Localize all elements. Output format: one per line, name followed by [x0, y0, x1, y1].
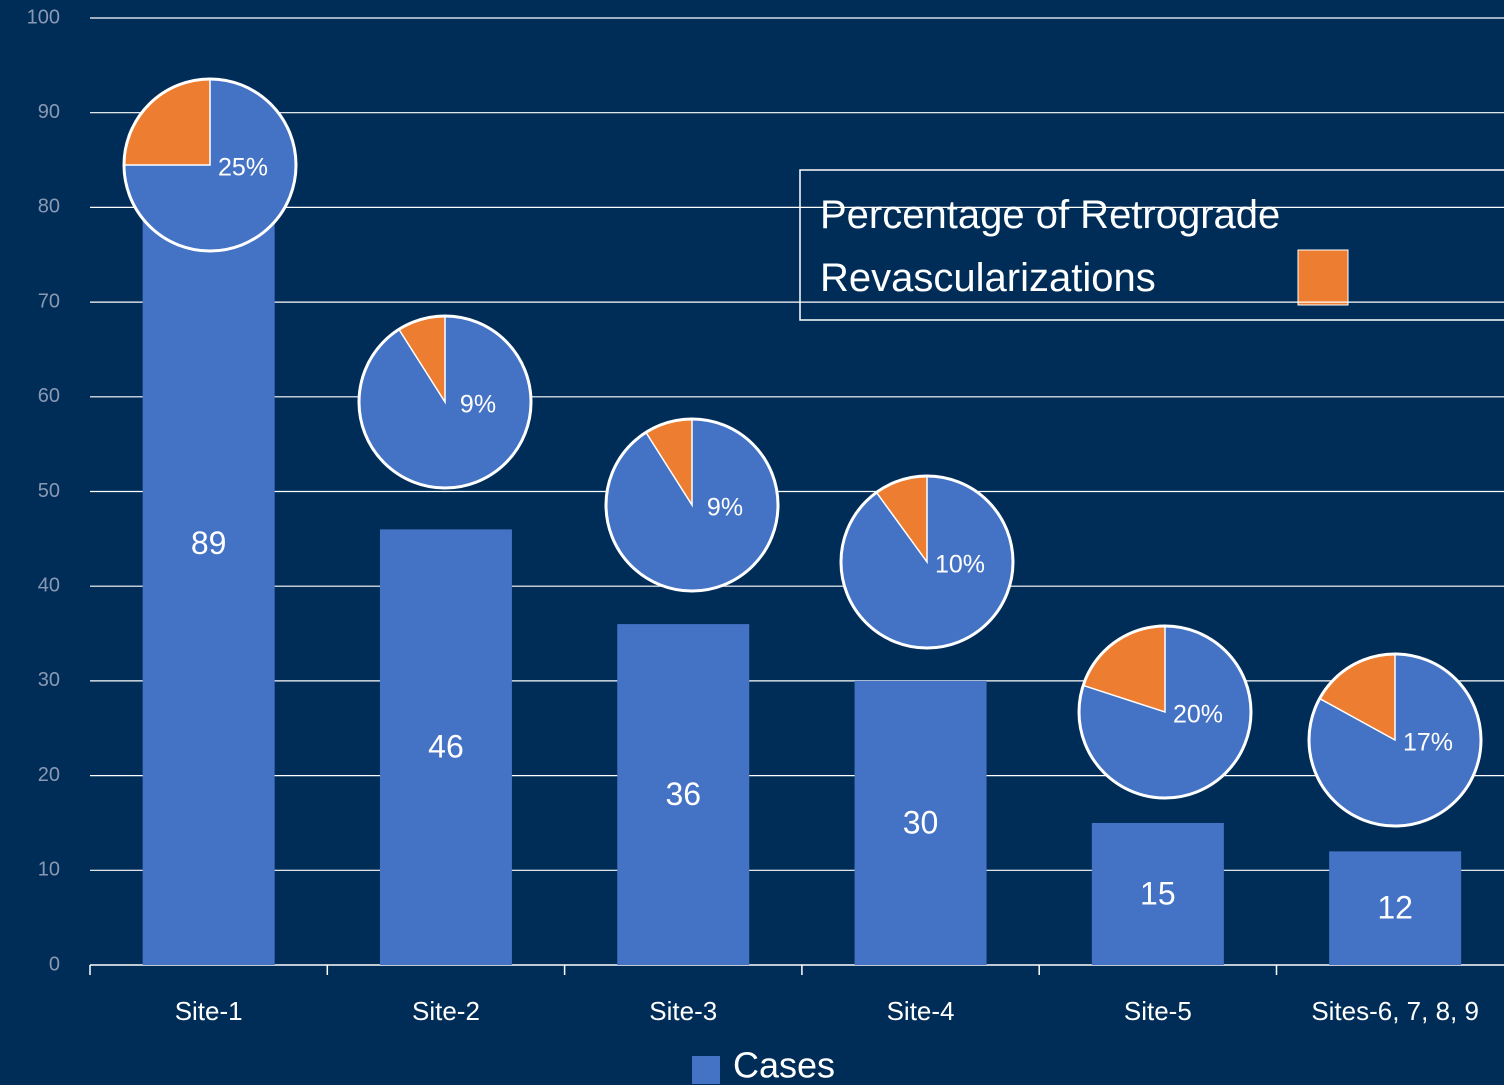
inset-legend-box	[799, 169, 1504, 321]
legend-label: Cases	[733, 1045, 835, 1085]
pie-border	[839, 474, 1015, 650]
bar-value-label: 12	[1377, 890, 1413, 926]
pie-value-label: 20%	[1173, 701, 1223, 729]
bar	[1091, 822, 1224, 965]
bar	[617, 624, 750, 965]
pie-border	[357, 314, 533, 490]
y-tick-label: 10	[38, 859, 60, 881]
x-tick-label: Sites-6, 7, 8, 9	[1311, 996, 1479, 1026]
bar-value-label: 46	[428, 729, 464, 765]
inset-legend-swatch	[1297, 249, 1349, 306]
pie-value-label: 10%	[935, 551, 985, 579]
y-tick-label: 90	[38, 101, 60, 123]
x-tick-label: Site-2	[412, 996, 480, 1026]
bar-value-label: 15	[1140, 875, 1176, 911]
x-tick-label: Site-5	[1124, 996, 1192, 1026]
x-tick-label: Site-1	[175, 996, 243, 1026]
y-tick-label: 80	[38, 196, 60, 218]
bar	[142, 122, 275, 966]
x-tick-label: Site-4	[887, 996, 955, 1026]
bar-value-label: 89	[191, 525, 227, 561]
y-tick-label: 20	[38, 764, 60, 786]
y-tick-label: 100	[27, 6, 60, 28]
pie-value-label: 9%	[707, 494, 743, 522]
pie-border	[1077, 624, 1253, 800]
y-tick-label: 40	[38, 574, 60, 596]
pie-border	[604, 417, 780, 593]
y-tick-label: 70	[38, 290, 60, 312]
pie-border	[1307, 652, 1483, 828]
inset-legend-label: Percentage of Retrograde Revascularizati…	[820, 193, 1281, 300]
pie-value-label: 9%	[460, 391, 496, 419]
x-tick-label: Site-3	[649, 996, 717, 1026]
bar	[854, 680, 987, 965]
bar-value-label: 30	[903, 804, 939, 840]
y-tick-label: 50	[38, 480, 60, 502]
bar	[1329, 851, 1462, 965]
pie-border	[122, 77, 298, 253]
bar-value-label: 36	[665, 776, 701, 812]
y-tick-label: 60	[38, 385, 60, 407]
bar	[379, 529, 512, 965]
y-tick-label: 0	[49, 953, 60, 975]
pie-value-label: 25%	[218, 154, 268, 182]
legend-swatch	[692, 1056, 720, 1084]
pie-value-label: 17%	[1403, 729, 1453, 757]
y-tick-label: 30	[38, 669, 60, 691]
